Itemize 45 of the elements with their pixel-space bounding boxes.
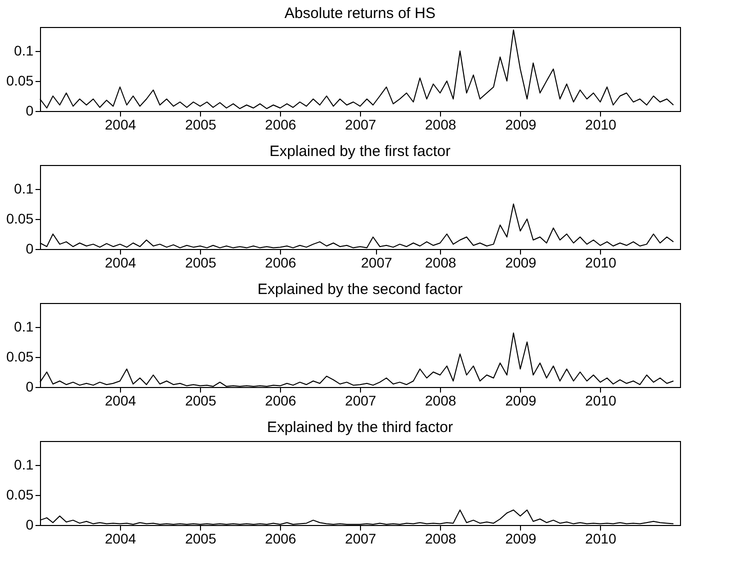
y-tick-label: 0.1 <box>14 42 34 58</box>
x-tick-label: 2010 <box>585 530 617 546</box>
y-tick-label: 0 <box>26 240 34 256</box>
x-tick-label: 2009 <box>505 116 537 132</box>
y-tick-label: 0.1 <box>14 456 34 472</box>
y-tick-label: 0 <box>26 516 34 532</box>
y-tick-label: 0.05 <box>6 72 34 88</box>
x-tick-label: 2009 <box>505 530 537 546</box>
x-tick-label: 2009 <box>505 254 537 270</box>
x-tick-label: 2010 <box>585 116 617 132</box>
x-tick-label: 2004 <box>104 254 136 270</box>
x-tick-label: 2004 <box>104 530 136 546</box>
y-tick-label: 0.05 <box>6 486 34 502</box>
x-tick-label: 2008 <box>425 530 456 546</box>
x-tick-label: 2007 <box>345 116 376 132</box>
x-tick-label: 2008 <box>425 392 456 408</box>
chart-title: Explained by the second factor <box>257 281 463 298</box>
x-tick-label: 2006 <box>265 530 296 546</box>
x-tick-label: 2004 <box>104 392 136 408</box>
x-tick-label: 2005 <box>185 392 216 408</box>
y-tick-label: 0.05 <box>6 348 34 364</box>
x-tick-label: 2008 <box>425 116 456 132</box>
x-tick-label: 2006 <box>265 254 296 270</box>
chart-title: Explained by the first factor <box>270 143 450 160</box>
x-tick-label: 2008 <box>425 254 456 270</box>
line-series <box>40 204 674 248</box>
x-tick-label: 2004 <box>104 116 136 132</box>
x-tick-label: 2005 <box>185 254 216 270</box>
chart-title: Absolute returns of HS <box>284 5 436 22</box>
x-tick-label: 2007 <box>345 530 376 546</box>
y-tick-label: 0.1 <box>14 318 34 334</box>
y-tick-label: 0 <box>26 378 34 394</box>
y-tick-label: 0.05 <box>6 210 34 226</box>
x-tick-label: 2010 <box>585 392 617 408</box>
x-tick-label: 2009 <box>505 392 537 408</box>
x-tick-label: 2006 <box>265 392 296 408</box>
x-tick-label: 2007 <box>345 392 376 408</box>
x-tick-label: 2010 <box>585 254 617 270</box>
x-tick-label: 2006 <box>265 116 296 132</box>
chart-title: Explained by the third factor <box>267 419 453 436</box>
y-tick-label: 0.1 <box>14 180 34 196</box>
y-tick-label: 0 <box>26 102 34 118</box>
x-tick-label: 2007 <box>361 254 392 270</box>
x-tick-label: 2005 <box>185 530 216 546</box>
x-tick-label: 2005 <box>185 116 216 132</box>
